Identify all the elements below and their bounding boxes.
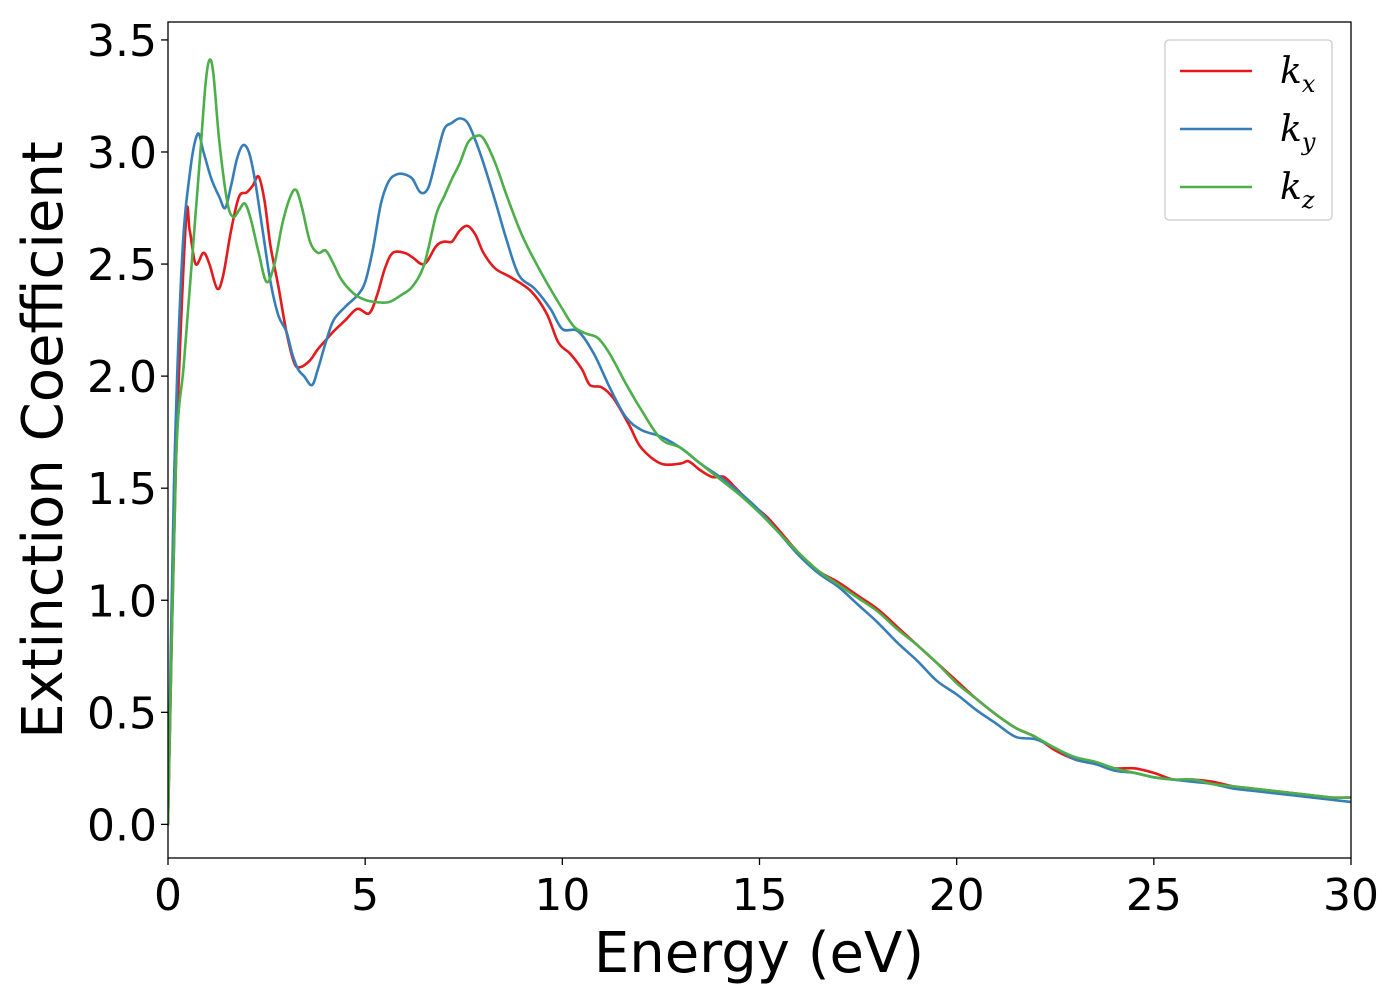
- y-tick-label: 0.0: [87, 800, 157, 851]
- y-tick-label: 1.0: [87, 576, 157, 627]
- legend-label-ky: ky: [1280, 109, 1316, 156]
- series-layer: [168, 58, 1351, 826]
- series-line-kx: [168, 174, 1351, 826]
- y-tick-label: 2.5: [87, 240, 157, 291]
- x-tick-label: 5: [351, 870, 379, 921]
- legend-label-subscript: z: [1301, 186, 1315, 214]
- ticks-layer: 0 5 10 15 20 25 30 0.0 0.5 1.0 1.5 2.0 2.5 3.0 3.5: [87, 16, 1379, 921]
- y-axis-label: Extinction Coefficient: [11, 141, 76, 739]
- legend-label-subscript: y: [1301, 128, 1316, 156]
- y-tick-label: 3.0: [87, 128, 157, 179]
- series-line-kz: [168, 58, 1351, 826]
- x-tick-label: 10: [534, 870, 590, 921]
- x-tick-label: 25: [1126, 870, 1182, 921]
- series-line-ky: [168, 117, 1351, 826]
- y-tick-label: 2.0: [87, 352, 157, 403]
- y-tick-label: 0.5: [87, 688, 157, 739]
- x-tick-label: 20: [929, 870, 985, 921]
- y-tick-label: 3.5: [87, 16, 157, 67]
- x-tick-label: 15: [732, 870, 788, 921]
- legend-label-subscript: x: [1302, 70, 1316, 98]
- x-tick-label: 30: [1323, 870, 1379, 921]
- legend-label-kx: kx: [1280, 51, 1316, 98]
- x-axis-label: Energy (eV): [594, 921, 924, 986]
- y-tick-label: 1.5: [87, 464, 157, 515]
- x-tick-label: 0: [154, 870, 182, 921]
